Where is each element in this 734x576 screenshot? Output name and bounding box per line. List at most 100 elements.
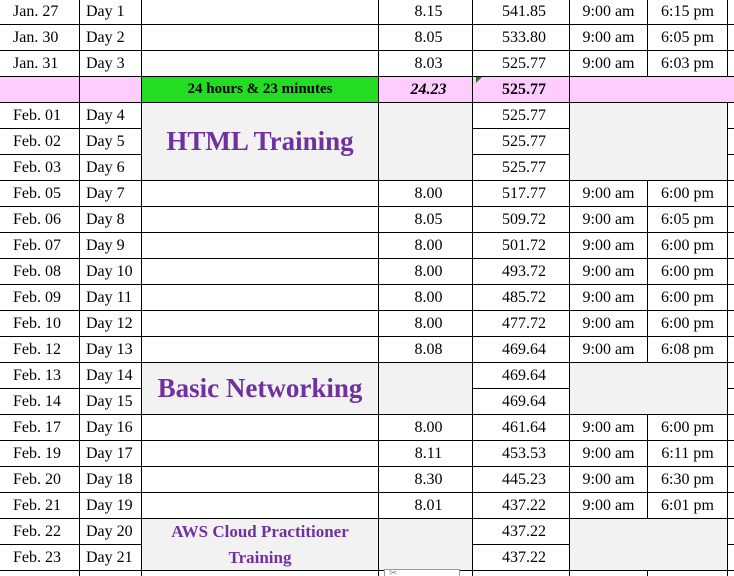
training-times-cell[interactable] bbox=[570, 363, 728, 415]
day-cell[interactable]: Day 19 bbox=[80, 493, 142, 519]
note-cell[interactable] bbox=[142, 207, 379, 233]
balance-cell[interactable]: 541.85 bbox=[473, 0, 570, 25]
note-cell[interactable] bbox=[142, 415, 379, 441]
date-cell[interactable]: Feb. 02 bbox=[0, 129, 80, 155]
date-cell[interactable] bbox=[0, 77, 80, 103]
time-out-cell[interactable]: 6:08 pm bbox=[648, 337, 728, 363]
time-out-cell[interactable] bbox=[648, 77, 728, 103]
training-times-cell[interactable] bbox=[570, 519, 728, 571]
balance-cell[interactable]: 461.64 bbox=[473, 415, 570, 441]
date-cell[interactable]: Feb. 08 bbox=[0, 259, 80, 285]
time-in-cell[interactable] bbox=[570, 77, 648, 103]
time-out-cell[interactable]: 6:30 pm bbox=[648, 467, 728, 493]
date-cell[interactable]: Feb. 05 bbox=[0, 181, 80, 207]
summary-note-cell[interactable]: 24 hours & 23 minutes bbox=[142, 77, 379, 103]
day-cell[interactable]: Day 6 bbox=[80, 155, 142, 181]
balance-cell[interactable]: 501.72 bbox=[473, 233, 570, 259]
date-cell[interactable]: Feb. 21 bbox=[0, 493, 80, 519]
balance-cell[interactable]: 525.77 bbox=[473, 129, 570, 155]
balance-cell[interactable]: 469.64 bbox=[473, 389, 570, 415]
balance-cell[interactable]: 525.77 bbox=[473, 103, 570, 129]
date-cell[interactable]: Feb. 17 bbox=[0, 415, 80, 441]
time-in-cell[interactable]: 9:00 am bbox=[570, 259, 648, 285]
time-in-cell[interactable]: 9:00 am bbox=[570, 181, 648, 207]
balance-cell[interactable]: 437.22 bbox=[473, 519, 570, 545]
day-cell[interactable]: Day 4 bbox=[80, 103, 142, 129]
time-in-cell[interactable]: 9:00 am bbox=[570, 25, 648, 51]
balance-cell[interactable]: 477.72 bbox=[473, 311, 570, 337]
training-hours-cell[interactable] bbox=[379, 103, 473, 181]
note-cell[interactable] bbox=[142, 181, 379, 207]
training-hours-cell[interactable] bbox=[379, 519, 473, 571]
date-cell[interactable]: Feb. 10 bbox=[0, 311, 80, 337]
note-cell[interactable] bbox=[142, 285, 379, 311]
note-cell[interactable] bbox=[142, 493, 379, 519]
time-out-cell[interactable]: 6:05 pm bbox=[648, 25, 728, 51]
hours-cell[interactable]: 8.00 bbox=[379, 259, 473, 285]
date-cell[interactable]: Feb. 19 bbox=[0, 441, 80, 467]
day-cell[interactable]: Day 12 bbox=[80, 311, 142, 337]
balance-cell[interactable]: 485.72 bbox=[473, 285, 570, 311]
time-in-cell[interactable]: 9:00 am bbox=[570, 337, 648, 363]
note-cell[interactable] bbox=[142, 233, 379, 259]
note-cell[interactable] bbox=[142, 311, 379, 337]
total-hours-cell[interactable]: 24.23 bbox=[379, 77, 473, 103]
balance-cell[interactable]: 469.64 bbox=[473, 363, 570, 389]
time-out-cell[interactable]: 6:00 pm bbox=[648, 259, 728, 285]
hours-cell[interactable] bbox=[379, 571, 473, 576]
hours-cell[interactable]: 8.00 bbox=[379, 311, 473, 337]
hours-cell[interactable]: 8.00 bbox=[379, 233, 473, 259]
time-out-cell[interactable]: 6:00 pm bbox=[648, 311, 728, 337]
day-cell[interactable]: Day 14 bbox=[80, 363, 142, 389]
date-cell[interactable]: Feb. 13 bbox=[0, 363, 80, 389]
training-hours-cell[interactable] bbox=[379, 363, 473, 415]
cell-comment-box[interactable]: ✂ bbox=[384, 568, 460, 576]
balance-cell[interactable]: 437.22 bbox=[473, 571, 570, 576]
time-in-cell[interactable]: 9:00 am bbox=[570, 51, 648, 77]
time-in-cell[interactable]: 9:00 am bbox=[570, 233, 648, 259]
date-cell[interactable]: Feb. 23 bbox=[0, 545, 80, 571]
date-cell[interactable]: Feb. 20 bbox=[0, 467, 80, 493]
balance-cell[interactable]: 453.53 bbox=[473, 441, 570, 467]
date-cell[interactable]: Feb. 03 bbox=[0, 155, 80, 181]
note-cell[interactable] bbox=[142, 571, 379, 576]
time-out-cell[interactable]: 6:11 pm bbox=[648, 441, 728, 467]
note-cell[interactable] bbox=[142, 259, 379, 285]
hours-cell[interactable]: 8.08 bbox=[379, 337, 473, 363]
day-cell[interactable] bbox=[80, 571, 142, 576]
date-cell[interactable] bbox=[0, 571, 80, 576]
time-out-cell[interactable]: 6:05 pm bbox=[648, 207, 728, 233]
time-out-cell[interactable]: 6:00 pm bbox=[648, 285, 728, 311]
note-cell[interactable] bbox=[142, 337, 379, 363]
balance-cell[interactable]: 525.77 bbox=[473, 51, 570, 77]
time-in-cell[interactable]: 9:00 am bbox=[570, 493, 648, 519]
day-cell[interactable]: Day 13 bbox=[80, 337, 142, 363]
time-out-cell[interactable]: 6:15 pm bbox=[648, 0, 728, 25]
time-in-cell[interactable] bbox=[570, 571, 648, 576]
balance-cell[interactable]: 445.23 bbox=[473, 467, 570, 493]
date-cell[interactable]: Feb. 22 bbox=[0, 519, 80, 545]
balance-cell[interactable]: 469.64 bbox=[473, 337, 570, 363]
note-cell[interactable] bbox=[142, 441, 379, 467]
note-cell[interactable] bbox=[142, 0, 379, 25]
note-cell[interactable] bbox=[142, 51, 379, 77]
balance-cell[interactable]: 437.22 bbox=[473, 545, 570, 571]
day-cell[interactable]: Day 3 bbox=[80, 51, 142, 77]
day-cell[interactable]: Day 18 bbox=[80, 467, 142, 493]
hours-cell[interactable]: 8.05 bbox=[379, 207, 473, 233]
date-cell[interactable]: Feb. 12 bbox=[0, 337, 80, 363]
balance-cell[interactable]: 525.77 bbox=[473, 77, 570, 103]
time-out-cell[interactable]: 6:01 pm bbox=[648, 493, 728, 519]
time-out-cell[interactable]: 6:00 pm bbox=[648, 233, 728, 259]
hours-cell[interactable]: 8.15 bbox=[379, 0, 473, 25]
day-cell[interactable]: Day 20 bbox=[80, 519, 142, 545]
time-out-cell[interactable]: 6:03 pm bbox=[648, 51, 728, 77]
time-in-cell[interactable]: 9:00 am bbox=[570, 0, 648, 25]
hours-cell[interactable]: 8.01 bbox=[379, 493, 473, 519]
date-cell[interactable]: Feb. 07 bbox=[0, 233, 80, 259]
day-cell[interactable]: Day 1 bbox=[80, 0, 142, 25]
time-in-cell[interactable]: 9:00 am bbox=[570, 207, 648, 233]
time-in-cell[interactable]: 9:00 am bbox=[570, 415, 648, 441]
training-label-cell[interactable]: Basic Networking bbox=[142, 363, 379, 415]
date-cell[interactable]: Feb. 01 bbox=[0, 103, 80, 129]
